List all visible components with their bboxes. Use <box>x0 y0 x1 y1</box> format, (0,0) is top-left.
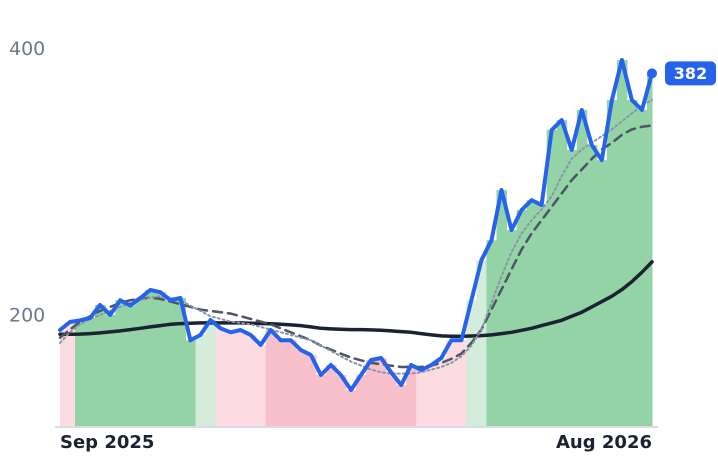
area-bar <box>255 344 267 427</box>
last-badge <box>665 61 716 86</box>
area-bar <box>646 73 653 427</box>
area-bar <box>125 305 136 427</box>
area-bar <box>65 321 76 427</box>
area-bar <box>235 329 247 427</box>
series-line <box>59 99 653 375</box>
area-bar <box>616 60 628 427</box>
bands <box>60 60 653 427</box>
y-tick-label: 200 <box>9 305 45 327</box>
area-bar <box>506 230 518 427</box>
area-bar <box>185 340 196 427</box>
x-tick-label: Aug 2026 <box>556 432 652 453</box>
area-bar <box>436 358 447 427</box>
lines <box>58 58 657 392</box>
area-bar <box>265 329 277 427</box>
area-bar <box>516 210 528 427</box>
area-bar <box>606 100 618 427</box>
area-bar <box>586 145 598 427</box>
area-bar <box>476 260 487 427</box>
area-bar <box>345 390 357 427</box>
area-bar <box>335 374 347 427</box>
area-bar <box>536 204 548 427</box>
area-bar <box>366 360 377 427</box>
area-bar <box>325 364 337 427</box>
area-bar <box>446 340 457 427</box>
series-line <box>58 58 654 392</box>
area-bar <box>456 340 467 427</box>
area-bar <box>155 292 166 427</box>
area-bar <box>175 297 186 427</box>
area-bar <box>386 372 397 427</box>
area-bar <box>315 374 327 427</box>
area-bar <box>466 300 477 427</box>
area-bar <box>245 334 257 427</box>
area-bar <box>285 340 297 427</box>
y-tick-label: 400 <box>9 38 45 60</box>
series-line <box>58 260 654 339</box>
area-bar <box>195 334 206 427</box>
x-tick-label: Sep 2025 <box>60 432 154 453</box>
area-bar <box>526 200 538 427</box>
area-bar <box>546 129 558 427</box>
area-bar <box>60 329 66 427</box>
area-bar <box>305 354 317 427</box>
area-bar <box>95 305 106 427</box>
area-bar <box>576 109 588 427</box>
area-bar <box>596 160 608 427</box>
area-bar <box>626 100 638 427</box>
area-bar <box>496 190 508 427</box>
area-bar <box>295 350 307 427</box>
area-bar <box>376 358 387 427</box>
labels: 200 400 Sep 2025 Aug 2026 382 <box>9 38 716 453</box>
area-bar <box>205 319 217 427</box>
area-bar <box>356 374 367 427</box>
last-value: 382 <box>674 64 707 83</box>
area-bar <box>75 320 86 427</box>
area-bar <box>225 332 237 427</box>
area-bar <box>105 314 116 427</box>
area-bar <box>396 384 407 427</box>
area-bar <box>426 364 437 427</box>
area-bar <box>275 340 287 427</box>
area-bar <box>145 289 156 427</box>
area-bar <box>85 317 96 427</box>
series-line <box>58 124 654 369</box>
area-bar <box>215 328 227 427</box>
area-bar <box>416 370 427 427</box>
area-bar <box>566 149 578 427</box>
area-bar <box>165 300 176 427</box>
area-bar <box>636 109 648 427</box>
area-bar <box>135 297 146 427</box>
area-bar <box>406 364 417 427</box>
last-dot <box>647 68 657 79</box>
area-bar <box>556 120 568 427</box>
area-bar <box>115 300 126 427</box>
